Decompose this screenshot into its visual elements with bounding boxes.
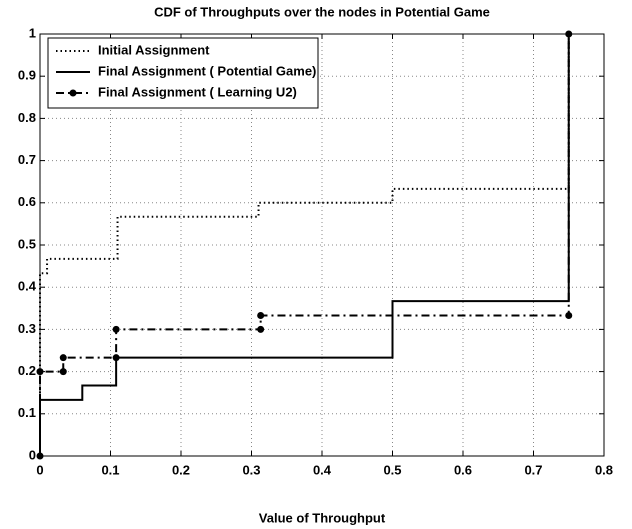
- x-tick-label: 0.8: [595, 462, 613, 477]
- y-tick-label: 0.3: [18, 321, 36, 336]
- x-axis-label: Value of Throughput: [259, 510, 386, 525]
- y-tick-label: 0.6: [18, 194, 36, 209]
- y-tick-label: 0: [29, 447, 36, 462]
- data-point: [565, 30, 573, 38]
- data-point: [59, 354, 67, 362]
- series-line: [39, 34, 570, 456]
- data-point: [112, 354, 120, 362]
- legend-label: Final Assignment ( Learning U2): [98, 84, 297, 99]
- data-point: [257, 325, 265, 333]
- data-point: [257, 311, 265, 319]
- y-tick-label: 0.1: [18, 405, 36, 420]
- y-tick-label: 1: [29, 25, 36, 40]
- legend-label: Final Assignment ( Potential Game): [98, 63, 316, 78]
- data-point: [36, 368, 44, 376]
- x-tick-label: 0.6: [454, 462, 472, 477]
- y-tick-label: 0.2: [18, 363, 36, 378]
- x-tick-label: 0.5: [383, 462, 401, 477]
- legend-label: Initial Assignment: [98, 42, 210, 57]
- data-point: [59, 368, 67, 376]
- plot-frame: [39, 33, 605, 457]
- x-tick-label: 0.7: [524, 462, 542, 477]
- y-tick-label: 0.9: [18, 68, 36, 83]
- y-tick-label: 0.5: [18, 236, 36, 251]
- y-tick-label: 0.7: [18, 152, 36, 167]
- legend-box: [47, 37, 319, 109]
- data-point: [565, 311, 573, 319]
- legend-marker: [69, 89, 77, 97]
- x-tick-label: 0.4: [313, 462, 332, 477]
- chart-title: CDF of Throughputs over the nodes in Pot…: [154, 4, 490, 19]
- data-point: [112, 325, 120, 333]
- y-tick-label: 0.8: [18, 110, 36, 125]
- x-tick-label: 0: [36, 462, 43, 477]
- y-tick-label: 0.4: [18, 279, 37, 294]
- x-tick-label: 0.1: [101, 462, 119, 477]
- data-point: [36, 452, 44, 460]
- x-tick-label: 0.2: [172, 462, 190, 477]
- series-line: [39, 34, 570, 456]
- x-tick-label: 0.3: [242, 462, 260, 477]
- series-line: [39, 34, 570, 456]
